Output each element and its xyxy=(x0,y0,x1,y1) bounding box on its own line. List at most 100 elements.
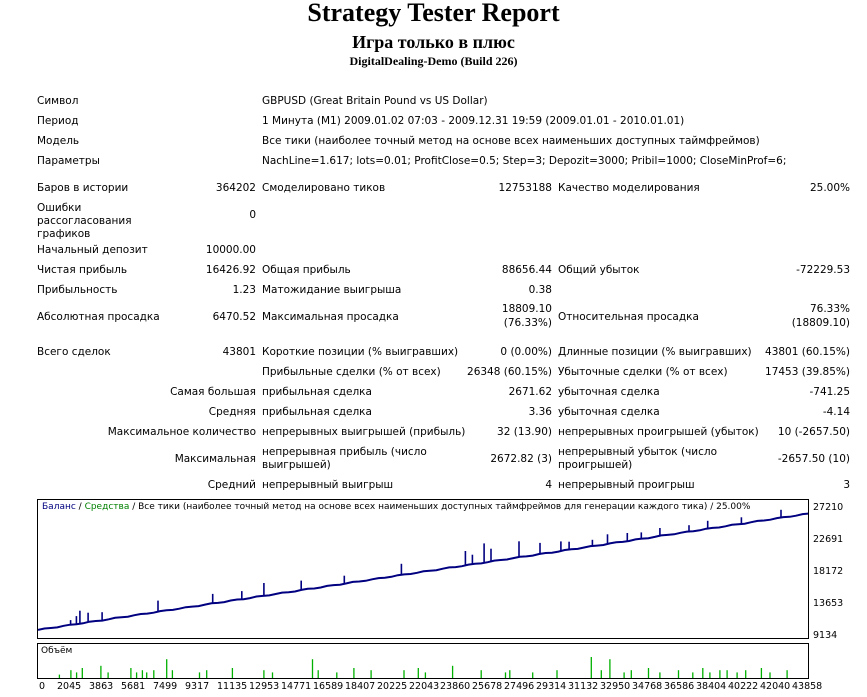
max-cons-wins-value: 32 (13.90) xyxy=(497,426,552,438)
net-profit-value: 16426.92 xyxy=(205,264,256,276)
max-cons-wins-label: непрерывных выигрышей (прибыль) xyxy=(262,426,466,438)
ticks-value: 12753188 xyxy=(498,182,552,194)
total-trades-label: Всего сделок xyxy=(37,346,111,358)
params-value: NachLine=1.617; lots=0.01; ProfitClose=0… xyxy=(262,155,787,167)
symbol-label: Символ xyxy=(37,95,79,107)
average-profit-label: прибыльная сделка xyxy=(262,406,372,418)
max-cons-losses-label: непрерывных проигрышей (убыток) xyxy=(558,426,759,438)
total-trades-value: 43801 xyxy=(222,346,256,358)
largest-loss-label: убыточная сделка xyxy=(558,386,660,398)
legend-balance: Баланс xyxy=(42,502,76,512)
average-loss-value: -4.14 xyxy=(822,406,850,418)
y-tick-label: 27210 xyxy=(813,502,844,513)
chart-legend: Баланс / Средства / Все тики (наиболее т… xyxy=(42,502,750,513)
rel-drawdown-label: Относительная просадка xyxy=(558,311,699,323)
server-name: DigitalDealing-Demo (Build 226) xyxy=(349,54,518,68)
volume-chart: Объём xyxy=(37,643,809,679)
x-tick-label: 34768 xyxy=(632,681,663,692)
balance-chart-svg xyxy=(38,509,808,631)
avg-cons-wins-label: непрерывный выигрыш xyxy=(262,479,394,491)
max-cons-profit-label: непрерывная прибыль (число выигрышей) xyxy=(262,446,427,471)
max-drawdown-percent: (76.33%) xyxy=(503,317,552,329)
volume-label: Объём xyxy=(41,646,73,656)
x-tick-label: 20225 xyxy=(377,681,408,692)
ticks-label: Смоделировано тиков xyxy=(262,182,386,194)
x-tick-label: 43858 xyxy=(792,681,823,692)
quality-label: Качество моделирования xyxy=(558,182,700,194)
x-tick-label: 12953 xyxy=(249,681,280,692)
deposit-value: 10000.00 xyxy=(205,244,256,256)
largest-loss-value: -741.25 xyxy=(809,386,850,398)
x-tick-label: 40222 xyxy=(728,681,759,692)
profit-trades-value: 26348 (60.15%) xyxy=(467,366,552,378)
gross-loss-value: -72229.53 xyxy=(796,264,850,276)
max-cons-loss-label: непрерывный убыток (число проигрышей) xyxy=(558,446,718,471)
x-tick-label: 14771 xyxy=(281,681,312,692)
period-value: 1 Минута (M1) 2009.01.02 07:03 - 2009.12… xyxy=(262,115,685,127)
max-cons-profit-value: 2672.82 (3) xyxy=(490,453,552,465)
max-drawdown-value: 18809.10 xyxy=(501,303,552,315)
max-cons-losses-value: 10 (-2657.50) xyxy=(777,426,850,438)
y-tick-label: 13653 xyxy=(813,598,844,609)
bars-value: 364202 xyxy=(215,182,256,194)
period-label: Период xyxy=(37,115,79,127)
x-tick-label: 9317 xyxy=(185,681,210,692)
payoff-label: Матожидание выигрыша xyxy=(262,284,402,296)
profit-trades-label: Прибыльные сделки (% от всех) xyxy=(262,366,441,378)
short-positions-label: Короткие позиции (% выигравших) xyxy=(262,346,459,358)
legend-equity: Средства xyxy=(84,502,130,512)
volume-chart-svg xyxy=(58,657,788,678)
x-tick-label: 11135 xyxy=(217,681,248,692)
avg-cons-losses-value: 3 xyxy=(843,479,850,491)
quality-value: 25.00% xyxy=(809,182,850,194)
x-tick-label: 3863 xyxy=(89,681,114,692)
balance-line xyxy=(38,512,808,631)
loss-trades-value: 17453 (39.85%) xyxy=(765,366,850,378)
x-tick-label: 25678 xyxy=(472,681,503,692)
avg-cons-losses-label: непрерывный проигрыш xyxy=(558,479,695,491)
rel-drawdown-value: (18809.10) xyxy=(791,317,850,329)
x-tick-label: 18407 xyxy=(345,681,376,692)
largest-profit-label: прибыльная сделка xyxy=(262,386,372,398)
max-cons-loss-value: -2657.50 (10) xyxy=(777,453,850,465)
maximal-label: Максимальная xyxy=(174,453,256,465)
abs-drawdown-value: 6470.52 xyxy=(212,311,256,323)
x-tick-label: 2045 xyxy=(57,681,82,692)
x-tick-label: 36586 xyxy=(664,681,695,692)
deposit-label: Начальный депозит xyxy=(37,244,148,256)
params-label: Параметры xyxy=(37,155,100,167)
net-profit-label: Чистая прибыль xyxy=(37,264,128,276)
y-tick-label: 18172 xyxy=(813,566,844,577)
gross-loss-label: Общий убыток xyxy=(558,264,640,276)
model-label: Модель xyxy=(37,135,80,147)
report-title: Strategy Tester Report xyxy=(307,0,560,27)
profit-factor-label: Прибыльность xyxy=(37,284,118,296)
x-tick-label: 5681 xyxy=(121,681,146,692)
balance-chart: Баланс / Средства / Все тики (наиболее т… xyxy=(37,499,809,639)
short-positions-value: 0 (0.00%) xyxy=(500,346,552,358)
x-tick-label: 31132 xyxy=(568,681,599,692)
bars-label: Баров в истории xyxy=(37,182,129,194)
x-tick-label: 22043 xyxy=(409,681,440,692)
x-tick-label: 0 xyxy=(39,681,46,692)
y-tick-label: 9134 xyxy=(813,630,838,641)
x-tick-label: 32950 xyxy=(600,681,631,692)
largest-label: Самая большая xyxy=(170,386,256,398)
gross-profit-label: Общая прибыль xyxy=(262,264,351,276)
max-count-label: Максимальное количество xyxy=(107,426,256,438)
average-loss-label: убыточная сделка xyxy=(558,406,660,418)
avg-cons-label: Средний xyxy=(207,479,256,491)
legend-separator: / xyxy=(75,502,85,512)
x-tick-label: 29314 xyxy=(536,681,567,692)
errors-value: 0 xyxy=(249,209,256,221)
profit-factor-value: 1.23 xyxy=(232,284,256,296)
long-positions-value: 43801 (60.15%) xyxy=(765,346,850,358)
y-tick-label: 22691 xyxy=(813,534,844,545)
model-value: Все тики (наиболее точный метод на основ… xyxy=(262,135,760,147)
avg-cons-wins-value: 4 xyxy=(545,479,552,491)
rel-drawdown-percent: 76.33% xyxy=(809,303,850,315)
x-tick-label: 23860 xyxy=(440,681,471,692)
max-drawdown-label: Максимальная просадка xyxy=(262,311,399,323)
payoff-value: 0.38 xyxy=(528,284,552,296)
report-subtitle: Игра только в плюс xyxy=(352,32,515,52)
